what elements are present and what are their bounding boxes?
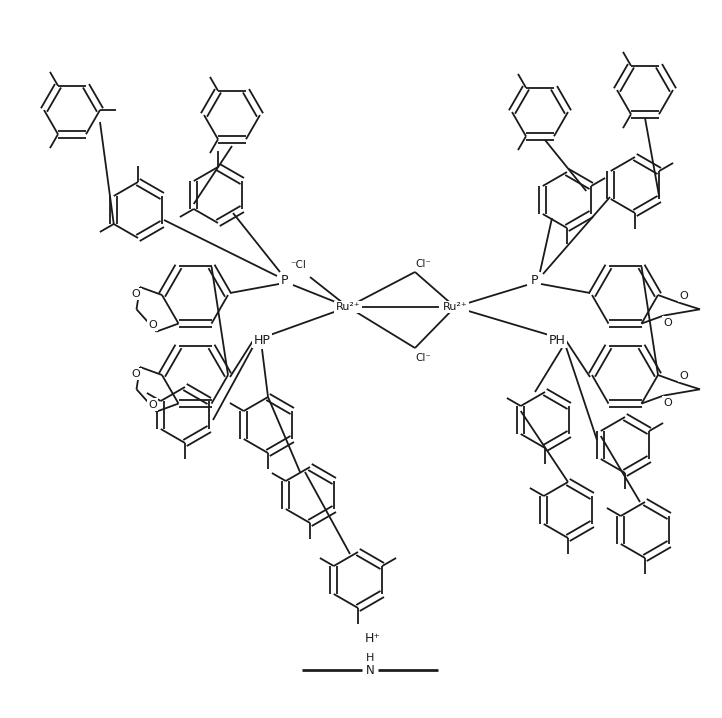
Text: H⁺: H⁺	[365, 632, 381, 645]
Text: N: N	[365, 664, 375, 678]
Text: O: O	[663, 398, 672, 408]
Text: ⁻Cl: ⁻Cl	[290, 260, 306, 270]
Text: O: O	[131, 369, 140, 379]
Text: Cl⁻: Cl⁻	[415, 259, 431, 269]
Text: ⁻Cl: ⁻Cl	[440, 302, 456, 312]
Text: Cl⁻: Cl⁻	[415, 353, 431, 363]
Text: P: P	[531, 274, 539, 286]
Text: O: O	[131, 289, 140, 299]
Text: O: O	[679, 291, 688, 301]
Text: PH: PH	[549, 333, 565, 347]
Text: Ru²⁺: Ru²⁺	[443, 302, 467, 312]
Text: Ru²⁺: Ru²⁺	[336, 302, 360, 312]
Text: H: H	[366, 653, 374, 663]
Text: O: O	[663, 317, 672, 327]
Text: O: O	[148, 320, 157, 330]
Text: HP: HP	[253, 333, 271, 347]
Text: P: P	[282, 274, 289, 286]
Text: O: O	[679, 371, 688, 381]
Text: O: O	[148, 400, 157, 409]
